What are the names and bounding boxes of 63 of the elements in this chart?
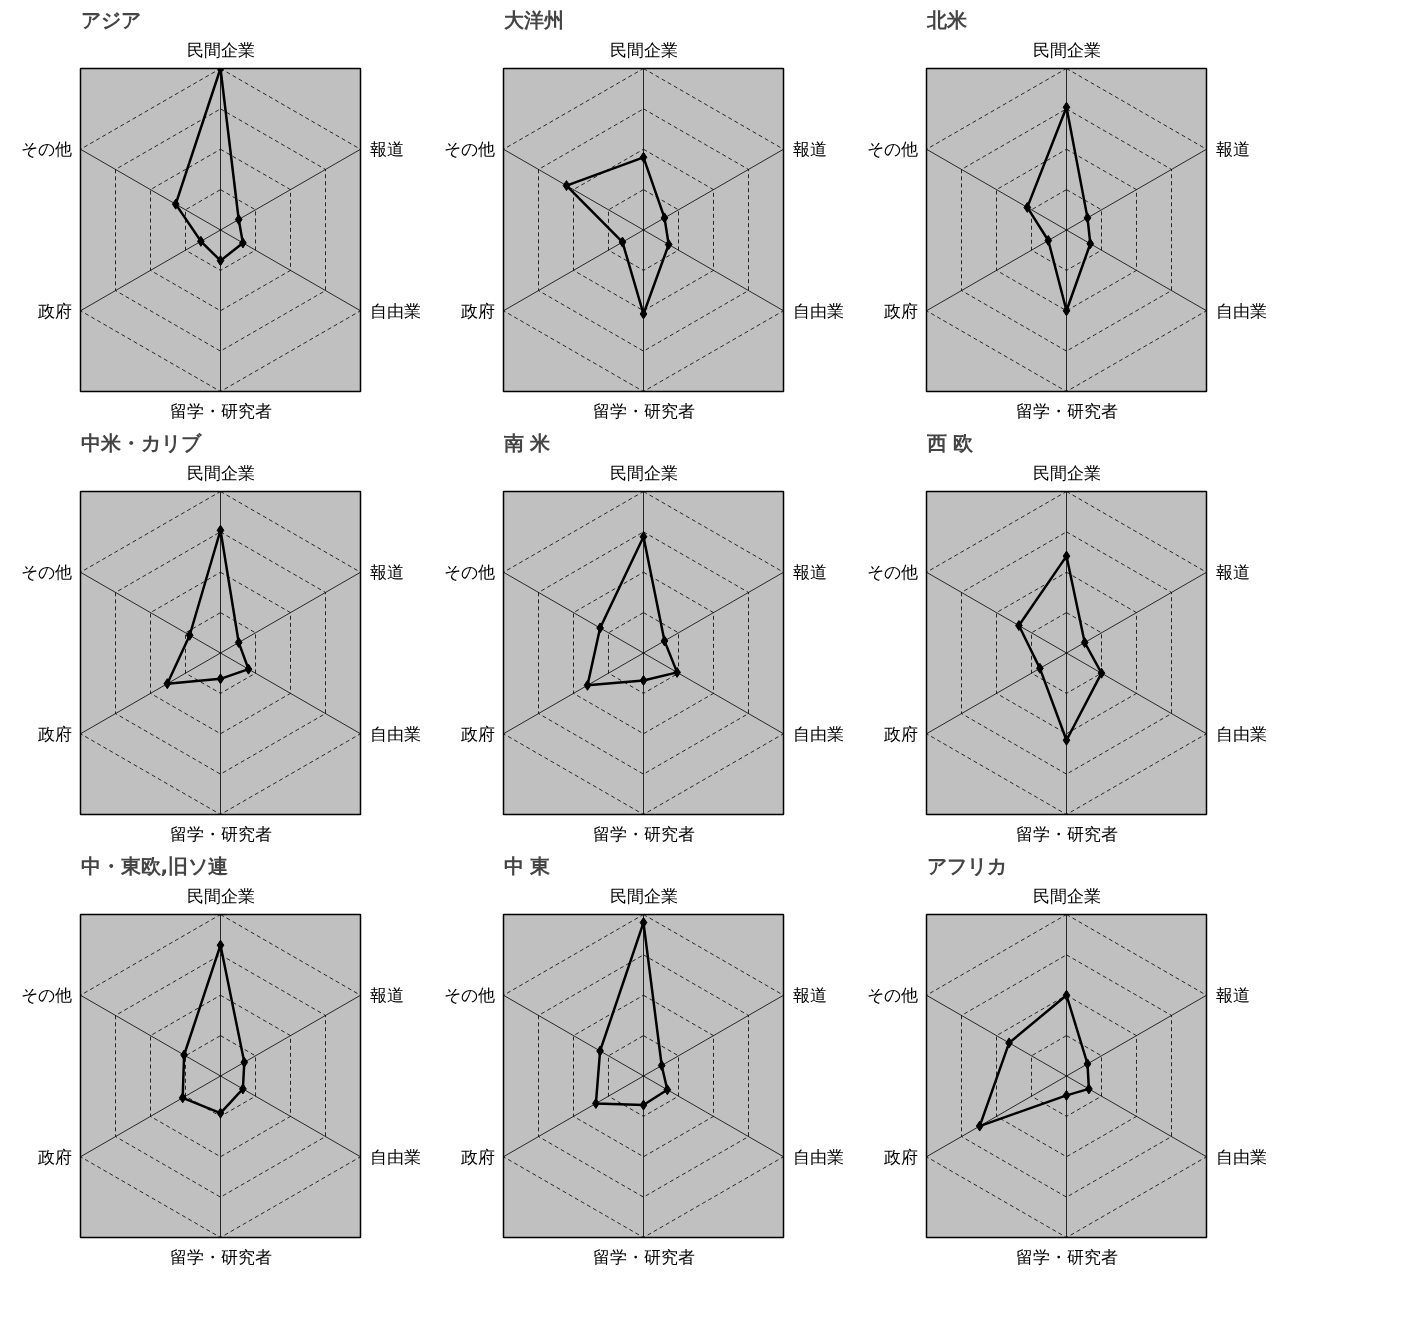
spoke-label: 政府 <box>460 723 495 744</box>
spoke-label: 自由業 <box>792 723 844 744</box>
chart-title: アフリカ <box>926 853 1007 878</box>
spoke-label: 留学・研究者 <box>592 1246 695 1267</box>
chart-title: 中 東 <box>503 853 551 878</box>
spoke-label: 留学・研究者 <box>1015 823 1118 844</box>
spoke-label: 報道 <box>369 139 404 160</box>
spoke-label: 自由業 <box>369 723 421 744</box>
spoke-label: 自由業 <box>1215 1146 1267 1167</box>
spoke-label: 民間企業 <box>609 39 678 60</box>
spoke-label: 自由業 <box>792 300 844 321</box>
spoke-label: 留学・研究者 <box>1015 1246 1118 1267</box>
chart-title: 中米・カリブ <box>80 430 202 455</box>
chart-title: 中・東欧,旧ソ連 <box>80 853 229 878</box>
spoke-label: 留学・研究者 <box>169 823 272 844</box>
chart-title: 南 米 <box>502 430 552 455</box>
spoke-label: 政府 <box>883 1146 918 1167</box>
spoke-label: 留学・研究者 <box>169 1246 272 1267</box>
spoke-label: 自由業 <box>369 300 421 321</box>
spoke-label: 民間企業 <box>186 39 255 60</box>
spoke-label: その他 <box>443 562 495 583</box>
spoke-label: 政府 <box>460 300 495 321</box>
spoke-label: その他 <box>20 139 72 160</box>
spoke-label: 自由業 <box>1215 300 1267 321</box>
spoke-label: 民間企業 <box>186 885 255 906</box>
spoke-label: 報道 <box>792 562 827 583</box>
spoke-label: 政府 <box>883 300 918 321</box>
spoke-label: 政府 <box>37 1146 72 1167</box>
spoke-label: 民間企業 <box>1032 885 1101 906</box>
spoke-label: その他 <box>866 139 918 160</box>
spoke-label: 自由業 <box>792 1146 844 1167</box>
chart-title: アジア <box>80 7 141 32</box>
spoke-label: 政府 <box>37 300 72 321</box>
spoke-label: 報道 <box>1215 562 1250 583</box>
spoke-label: 民間企業 <box>1032 39 1101 60</box>
spoke-label: その他 <box>443 139 495 160</box>
spoke-label: 報道 <box>369 985 404 1006</box>
chart-title: 大洋州 <box>503 7 564 32</box>
spoke-label: その他 <box>20 562 72 583</box>
spoke-label: その他 <box>443 985 495 1006</box>
spoke-label: 留学・研究者 <box>1015 400 1118 421</box>
spoke-label: 留学・研究者 <box>592 823 695 844</box>
spoke-label: 自由業 <box>369 1146 421 1167</box>
chart-title: 西 欧 <box>925 430 975 455</box>
spoke-label: 報道 <box>369 562 404 583</box>
spoke-label: 政府 <box>37 723 72 744</box>
spoke-label: 留学・研究者 <box>592 400 695 421</box>
spoke-label: 自由業 <box>1215 723 1267 744</box>
spoke-label: 報道 <box>792 139 827 160</box>
chart-title: 北米 <box>925 7 968 32</box>
spoke-label: 民間企業 <box>609 885 678 906</box>
spoke-label: 政府 <box>883 723 918 744</box>
spoke-label: 報道 <box>792 985 827 1006</box>
spoke-label: その他 <box>866 562 918 583</box>
spoke-label: その他 <box>20 985 72 1006</box>
spoke-label: 民間企業 <box>186 462 255 483</box>
spoke-label: 報道 <box>1215 985 1250 1006</box>
spoke-label: その他 <box>866 985 918 1006</box>
spoke-label: 民間企業 <box>1032 462 1101 483</box>
spoke-label: 政府 <box>460 1146 495 1167</box>
spoke-label: 報道 <box>1215 139 1250 160</box>
spoke-label: 民間企業 <box>609 462 678 483</box>
spoke-label: 留学・研究者 <box>169 400 272 421</box>
